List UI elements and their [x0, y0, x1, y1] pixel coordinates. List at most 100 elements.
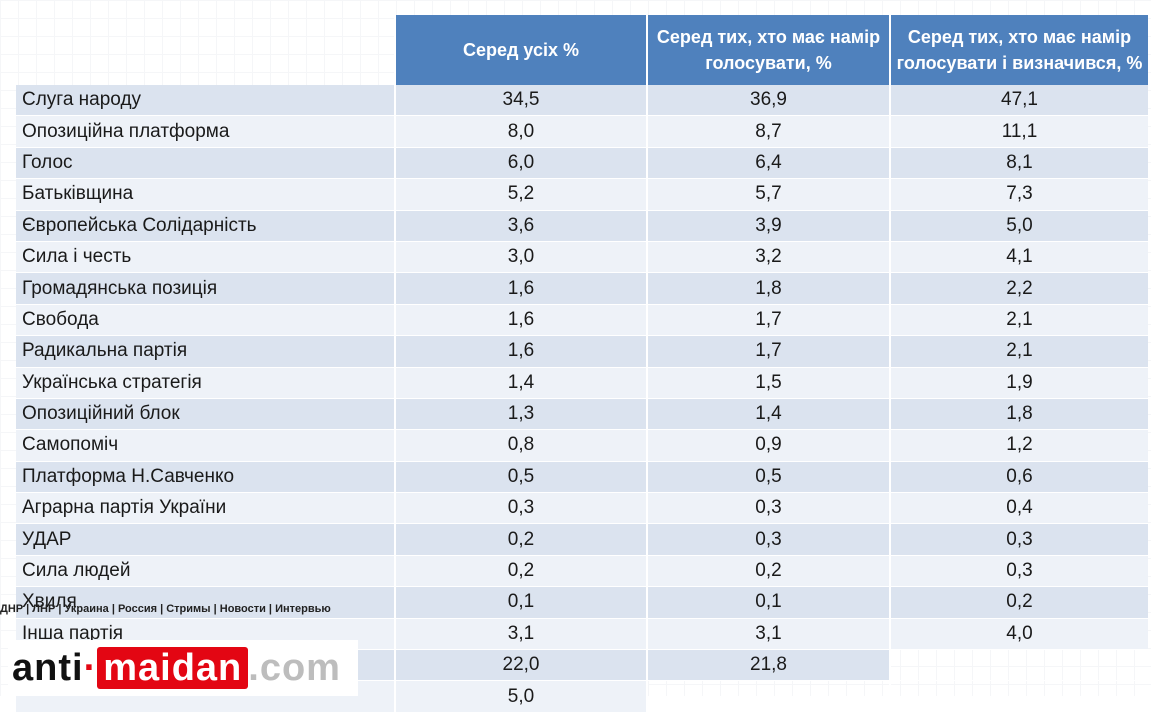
value-all-cell: 34,5 [394, 85, 646, 117]
value-voters-cell: 0,3 [646, 493, 889, 525]
value-voters-cell: 8,7 [646, 116, 889, 148]
value-voters-cell [646, 681, 889, 713]
party-name-cell: Аграрна партія України [16, 493, 394, 525]
value-all-cell: 8,0 [394, 116, 646, 148]
party-name-cell: Європейська Солідарність [16, 210, 394, 242]
table-row: Самопоміч 0,8 0,9 1,2 [16, 430, 1148, 462]
value-all-cell: 0,2 [394, 555, 646, 588]
table-row: Радикальна партія 1,6 1,7 2,1 [16, 336, 1148, 368]
table-row: Європейська Солідарність 3,6 3,9 5,0 [16, 210, 1148, 242]
header-intend-to-vote: Серед тих, хто має намір голосувати, % [646, 15, 889, 85]
value-voters-cell: 1,7 [646, 304, 889, 337]
value-all-cell: 3,6 [394, 210, 646, 242]
value-voters-cell: 36,9 [646, 85, 889, 117]
value-decided-cell: 1,9 [889, 367, 1148, 399]
value-all-cell: 0,5 [394, 461, 646, 494]
value-decided-cell: 0,3 [889, 555, 1148, 588]
party-name-cell: Хвиля [16, 587, 394, 619]
value-voters-cell: 3,2 [646, 241, 889, 274]
value-voters-cell: 21,8 [646, 650, 889, 682]
value-voters-cell: 1,8 [646, 273, 889, 305]
party-name-cell: УДАР [16, 524, 394, 556]
value-all-cell: 1,6 [394, 304, 646, 337]
value-all-cell: 6,0 [394, 147, 646, 180]
table-header-row: Серед усіх % Серед тих, хто має намір го… [16, 15, 1148, 85]
table-row: УДАР 0,2 0,3 0,3 [16, 524, 1148, 556]
value-decided-cell: 0,3 [889, 524, 1148, 556]
value-voters-cell: 3,9 [646, 210, 889, 242]
value-voters-cell: 5,7 [646, 179, 889, 211]
table-body: Слуга народу 34,5 36,9 47,1 Опозиційна платф… [16, 85, 1148, 713]
logo-com-text: .com [248, 647, 341, 689]
value-decided-cell [889, 681, 1148, 713]
table-row: Сила людей 0,2 0,2 0,3 [16, 555, 1148, 588]
table-row: Голос 6,0 6,4 8,1 [16, 147, 1148, 180]
watermark-nav-text: ДНР | ЛНР | Украина | Россия | Стримы | … [0, 603, 331, 615]
header-party-column [16, 15, 394, 85]
table-row: Громадянська позиція 1,6 1,8 2,2 [16, 273, 1148, 305]
party-name-cell: Свобода [16, 304, 394, 337]
value-decided-cell: 11,1 [889, 116, 1148, 148]
value-decided-cell: 4,1 [889, 241, 1148, 274]
party-name-cell: Батьківщина [16, 179, 394, 211]
party-name-cell: Українська стратегія [16, 367, 394, 399]
party-name-cell: Опозиційна платформа [16, 116, 394, 148]
value-voters-cell: 1,4 [646, 398, 889, 431]
value-voters-cell: 0,3 [646, 524, 889, 556]
value-all-cell: 5,2 [394, 179, 646, 211]
table-row: Батьківщина 5,2 5,7 7,3 [16, 179, 1148, 211]
party-name-cell: Слуга народу [16, 85, 394, 117]
value-decided-cell: 1,8 [889, 398, 1148, 431]
header-all-respondents: Серед усіх % [394, 15, 646, 85]
party-name-cell: Опозиційний блок [16, 398, 394, 431]
party-name-cell: Громадянська позиція [16, 273, 394, 305]
value-all-cell: 0,3 [394, 493, 646, 525]
watermark-logo: anti· maidan .com [12, 643, 341, 693]
party-name-cell: Голос [16, 147, 394, 180]
value-all-cell: 1,6 [394, 273, 646, 305]
header-intend-and-decided: Серед тих, хто має намір голосувати і ви… [889, 15, 1148, 85]
table-row: Хвиля 0,1 0,1 0,2 [16, 587, 1148, 619]
table-row: Опозиційна платформа 8,0 8,7 11,1 [16, 116, 1148, 148]
value-decided-cell [889, 650, 1148, 682]
table-row: Українська стратегія 1,4 1,5 1,9 [16, 367, 1148, 399]
value-all-cell: 0,1 [394, 587, 646, 619]
logo-anti-text: anti [12, 647, 84, 689]
value-voters-cell: 6,4 [646, 147, 889, 180]
value-decided-cell: 4,0 [889, 618, 1148, 651]
value-decided-cell: 2,1 [889, 336, 1148, 368]
value-voters-cell: 0,9 [646, 430, 889, 462]
value-decided-cell: 0,2 [889, 587, 1148, 619]
table-row: Платформа Н.Савченко 0,5 0,5 0,6 [16, 461, 1148, 494]
value-decided-cell: 0,6 [889, 461, 1148, 494]
party-name-cell: Радикальна партія [16, 336, 394, 368]
value-all-cell: 1,3 [394, 398, 646, 431]
table-row: Опозиційний блок 1,3 1,4 1,8 [16, 398, 1148, 431]
value-decided-cell: 5,0 [889, 210, 1148, 242]
value-all-cell: 3,1 [394, 618, 646, 651]
logo-dot-text: · [83, 647, 98, 689]
value-all-cell: 5,0 [394, 681, 646, 713]
table-row: Свобода 1,6 1,7 2,1 [16, 304, 1148, 337]
table-row: Сила і честь 3,0 3,2 4,1 [16, 241, 1148, 274]
value-all-cell: 0,2 [394, 524, 646, 556]
value-all-cell: 22,0 [394, 650, 646, 682]
value-decided-cell: 47,1 [889, 85, 1148, 117]
value-decided-cell: 1,2 [889, 430, 1148, 462]
value-decided-cell: 8,1 [889, 147, 1148, 180]
table-row: Інша партія 3,1 3,1 4,0 [16, 618, 1148, 651]
value-all-cell: 1,4 [394, 367, 646, 399]
value-all-cell: 1,6 [394, 336, 646, 368]
value-voters-cell: 0,1 [646, 587, 889, 619]
value-decided-cell: 2,1 [889, 304, 1148, 337]
value-all-cell: 0,8 [394, 430, 646, 462]
value-voters-cell: 1,7 [646, 336, 889, 368]
value-decided-cell: 7,3 [889, 179, 1148, 211]
value-voters-cell: 0,5 [646, 461, 889, 494]
table-row: Аграрна партія України 0,3 0,3 0,4 [16, 493, 1148, 525]
table-row: Слуга народу 34,5 36,9 47,1 [16, 85, 1148, 117]
value-decided-cell: 0,4 [889, 493, 1148, 525]
value-voters-cell: 0,2 [646, 555, 889, 588]
value-voters-cell: 1,5 [646, 367, 889, 399]
party-name-cell: Сила людей [16, 555, 394, 588]
